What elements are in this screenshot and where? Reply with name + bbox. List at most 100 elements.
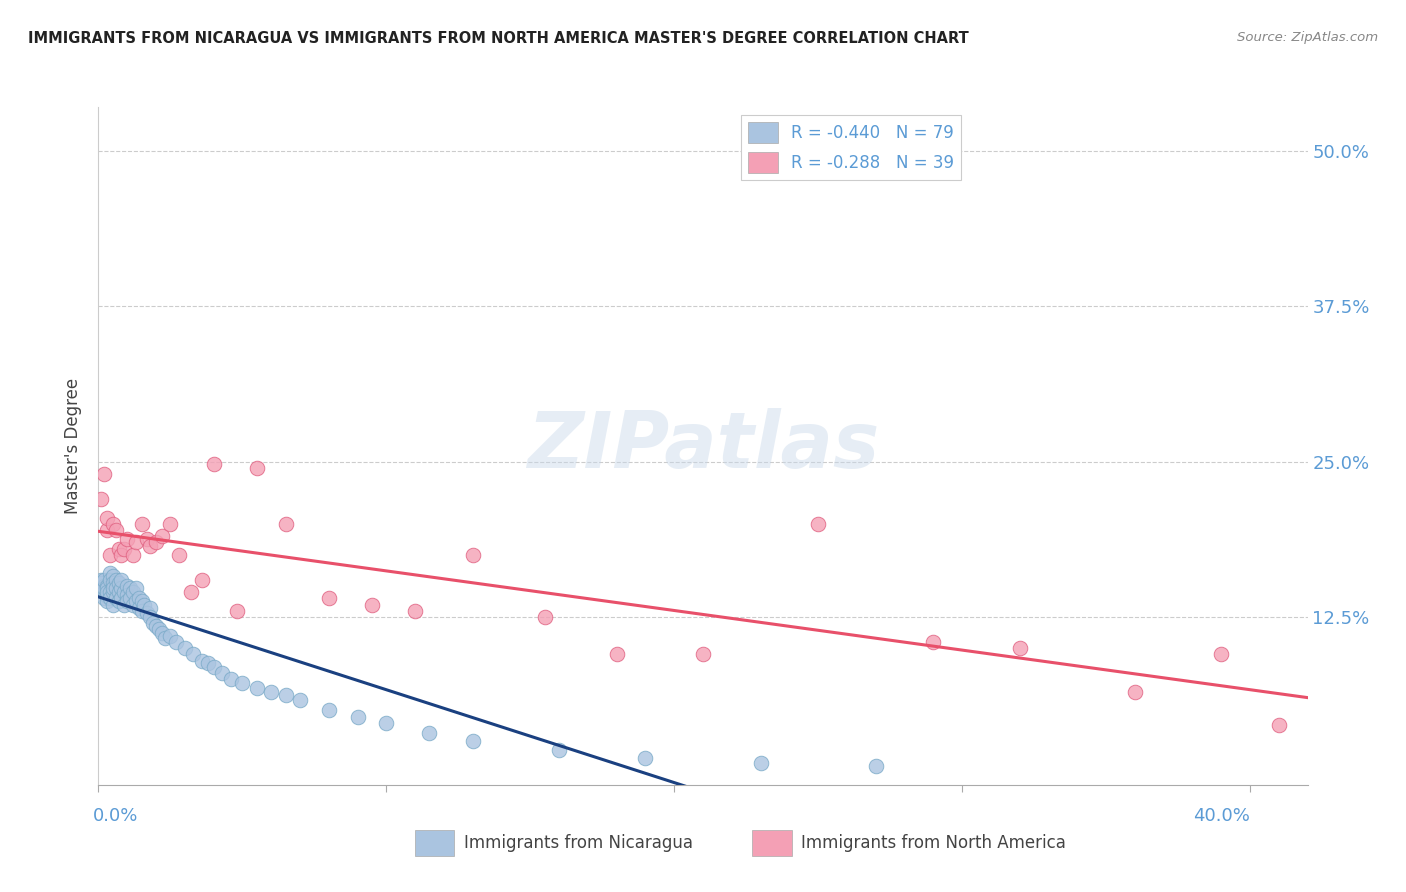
Point: [101, 579, 124, 593]
Point: [90, 573, 112, 587]
Point: [418, 725, 440, 739]
Point: [101, 576, 124, 591]
Point: [191, 654, 214, 668]
Point: [153, 631, 176, 645]
Point: [197, 656, 219, 670]
Point: [202, 660, 225, 674]
Point: [749, 756, 772, 770]
Point: [142, 616, 165, 631]
Text: ZIPatlas: ZIPatlas: [527, 408, 879, 484]
Point: [104, 573, 127, 587]
Point: [120, 591, 142, 606]
Point: [167, 548, 190, 562]
Point: [112, 541, 135, 556]
Point: [122, 585, 145, 599]
Point: [274, 516, 297, 531]
Point: [1123, 684, 1146, 698]
Point: [807, 516, 830, 531]
Point: [96, 594, 118, 608]
Point: [173, 641, 195, 656]
Point: [159, 629, 181, 643]
Point: [461, 548, 484, 562]
Point: [191, 573, 214, 587]
Point: [125, 535, 148, 549]
Point: [361, 598, 384, 612]
Legend: R = -0.440   N = 79, R = -0.288   N = 39: R = -0.440 N = 79, R = -0.288 N = 39: [741, 115, 960, 180]
Point: [90, 576, 112, 591]
Point: [145, 535, 167, 549]
Point: [148, 623, 170, 637]
Point: [131, 516, 153, 531]
Point: [125, 594, 148, 608]
Point: [107, 576, 129, 591]
Point: [115, 532, 138, 546]
Point: [219, 672, 242, 686]
Point: [93, 573, 115, 587]
Point: [1211, 648, 1233, 662]
Text: 40.0%: 40.0%: [1194, 807, 1250, 825]
Point: [165, 635, 187, 649]
Text: Immigrants from Nicaragua: Immigrants from Nicaragua: [464, 834, 693, 852]
Point: [96, 589, 118, 603]
Point: [115, 579, 138, 593]
Point: [128, 591, 150, 606]
Point: [865, 759, 887, 773]
Point: [112, 585, 135, 599]
Text: IMMIGRANTS FROM NICARAGUA VS IMMIGRANTS FROM NORTH AMERICA MASTER'S DEGREE CORRE: IMMIGRANTS FROM NICARAGUA VS IMMIGRANTS …: [28, 31, 969, 46]
Point: [606, 648, 628, 662]
Point: [922, 635, 945, 649]
Point: [180, 585, 202, 599]
Point: [101, 582, 124, 596]
Point: [93, 591, 115, 606]
Point: [1268, 718, 1291, 732]
Point: [98, 585, 121, 599]
Point: [139, 601, 162, 615]
Point: [150, 626, 173, 640]
Point: [101, 516, 124, 531]
Point: [96, 585, 118, 599]
Point: [139, 539, 162, 553]
Point: [115, 588, 138, 602]
Text: Immigrants from North America: Immigrants from North America: [801, 834, 1066, 852]
Y-axis label: Master's Degree: Master's Degree: [65, 378, 83, 514]
Point: [122, 548, 145, 562]
Point: [90, 582, 112, 596]
Point: [318, 591, 340, 606]
Point: [107, 594, 129, 608]
Text: Source: ZipAtlas.com: Source: ZipAtlas.com: [1237, 31, 1378, 45]
Point: [1008, 641, 1031, 656]
Point: [159, 516, 181, 531]
Point: [110, 582, 132, 596]
Point: [107, 585, 129, 599]
Point: [98, 591, 121, 606]
Point: [98, 566, 121, 581]
Point: [93, 582, 115, 596]
Point: [93, 467, 115, 481]
Point: [375, 715, 398, 730]
Point: [112, 598, 135, 612]
Point: [346, 709, 368, 723]
Point: [104, 591, 127, 606]
Point: [533, 610, 555, 624]
Point: [225, 604, 247, 618]
Point: [104, 523, 127, 537]
Point: [246, 681, 269, 695]
Point: [115, 594, 138, 608]
Point: [96, 579, 118, 593]
Point: [90, 491, 112, 506]
Point: [110, 573, 132, 587]
Point: [96, 582, 118, 596]
Point: [101, 585, 124, 599]
Point: [104, 582, 127, 596]
Point: [120, 582, 142, 596]
Point: [125, 582, 148, 596]
Point: [101, 598, 124, 612]
Point: [634, 750, 657, 764]
Point: [692, 648, 714, 662]
Point: [548, 743, 571, 757]
Point: [131, 594, 153, 608]
Point: [107, 541, 129, 556]
Point: [404, 604, 426, 618]
Point: [139, 610, 162, 624]
Point: [96, 510, 118, 524]
